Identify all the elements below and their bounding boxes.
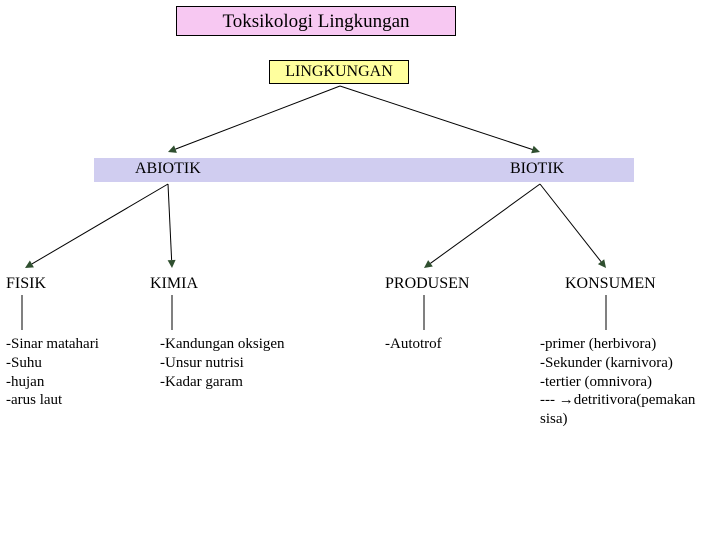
node-kimia: KIMIA [150,275,198,293]
produsen-items: -Autotrof [385,335,442,354]
node-fisik: FISIK [6,275,46,293]
kimia-items: -Kandungan oksigen-Unsur nutrisi-Kadar g… [160,335,285,391]
node-abiotik: ABIOTIK [135,160,201,178]
konsumen-items: -primer (herbivora)-Sekunder (karnivora)… [540,335,720,429]
node-konsumen: KONSUMEN [565,275,656,293]
diagram-title: Toksikologi Lingkungan [176,6,456,36]
node-produsen: PRODUSEN [385,275,469,293]
node-lingkungan: LINGKUNGAN [269,60,409,84]
node-biotik: BIOTIK [510,160,564,178]
fisik-items: -Sinar matahari-Suhu-hujan-arus laut [6,335,99,410]
